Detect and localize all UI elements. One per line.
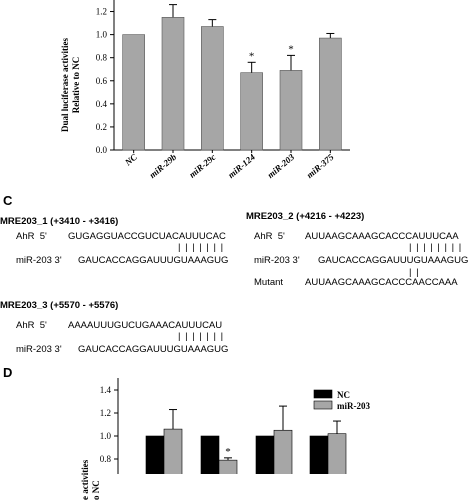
panel-b-category-label: NC bbox=[122, 151, 140, 168]
panel-b-bar bbox=[279, 70, 303, 151]
panel-d-ytick-label: 1.2 bbox=[100, 408, 111, 418]
panel-b-category-label: miR-203 bbox=[265, 152, 296, 181]
site3-row2-label: miR-203 3' bbox=[16, 344, 62, 355]
panel-b-ytick-label: 0.8 bbox=[96, 53, 108, 63]
panel-d-bar bbox=[255, 435, 275, 474]
site1-row1-label: AhR 5' bbox=[16, 231, 47, 242]
panel-d-bar bbox=[309, 435, 329, 474]
panel-b-bar bbox=[319, 37, 342, 151]
panel-d-legend-swatch bbox=[313, 400, 333, 410]
site1-row2-label: miR-203 3' bbox=[16, 255, 62, 266]
site2-row2-label: miR-203 3' bbox=[254, 255, 300, 266]
panel-b-ytick-label: 0.6 bbox=[96, 76, 108, 86]
site2-row3-label: Mutant bbox=[254, 277, 284, 288]
site1-pairing: | | | | | | | bbox=[178, 242, 225, 253]
site2-pairing: | | | | | | | | bbox=[409, 242, 463, 253]
panel-b-bar bbox=[122, 34, 145, 151]
panel-d-legend-label: NC bbox=[337, 390, 350, 400]
panel-d-bar bbox=[163, 428, 183, 474]
panel-c-letter: C bbox=[3, 193, 13, 208]
panel-d-letter: D bbox=[3, 365, 13, 380]
panel-b-significance-star: * bbox=[288, 43, 294, 55]
panel-b-significance-star: * bbox=[249, 50, 255, 62]
panel-b-bar bbox=[240, 72, 263, 151]
panel-d-bar bbox=[200, 435, 220, 474]
panel-b-bar bbox=[161, 17, 185, 151]
panel-b-ytick-label: 1.0 bbox=[96, 30, 108, 40]
panel-d-bar bbox=[327, 433, 347, 474]
site2-title: MRE203_2 (+4216 - +4223) bbox=[246, 211, 365, 222]
panel-d-ytick-label: 1.4 bbox=[100, 385, 112, 395]
panel-b-ytick-label: 1.2 bbox=[96, 7, 107, 17]
site1-row2-seq: GAUCACCAGGAUUUGUAAAGUG bbox=[78, 255, 229, 266]
panel-d-significance-star: * bbox=[225, 446, 231, 458]
site1-title: MRE203_1 (+3410 - +3416) bbox=[0, 216, 119, 227]
panel-b-category-label: miR-29c bbox=[187, 152, 218, 180]
panel-b-category-label: miR-124 bbox=[226, 152, 257, 181]
panel-b-category-label: miR-29b bbox=[147, 152, 178, 181]
panel-b-ytick-label: 0.0 bbox=[96, 145, 108, 155]
site2-row1-seq: AUUAAGCAAAGCACCCAUUUCAA bbox=[305, 231, 459, 242]
panel-b-ytick-label: 0.2 bbox=[96, 122, 107, 132]
panel-b-category-label: miR-375 bbox=[305, 152, 336, 181]
site3-pairing: | | | | | | | bbox=[178, 331, 225, 342]
panel-d-bar bbox=[145, 435, 165, 474]
panel-d-bar bbox=[218, 459, 238, 474]
site3-title: MRE203_3 (+5570 - +5576) bbox=[0, 300, 119, 311]
panel-b-ytick-label: 0.4 bbox=[96, 99, 108, 109]
panel-d-legend-label: miR-203 bbox=[337, 401, 370, 411]
site2-row1-label: AhR 5' bbox=[254, 231, 285, 242]
panel-b-bar bbox=[201, 26, 224, 151]
site3-row2-seq: GAUCACCAGGAUUUGUAAAGUG bbox=[78, 344, 229, 355]
site2-mutant-pairing: | | bbox=[409, 267, 420, 278]
panel-d-legend-swatch bbox=[313, 389, 333, 399]
site2-row3-seq: AUUAAGCAAAGCACCCAACCAAA bbox=[305, 277, 458, 288]
site3-row1-label: AhR 5' bbox=[16, 320, 47, 331]
site3-row1-seq: AAAAUUUGUCUGAAACAUUUCAU bbox=[68, 320, 223, 331]
panel-b-chart: 0.0 0.2 0.4 0.6 0.8 1.0 1.2 NC miR-29b miR-29c * mi… bbox=[96, 0, 350, 181]
panel-d-bar bbox=[273, 429, 293, 474]
site2-row2-seq: GAUCACCAGGAUUUGUAAAGUG bbox=[318, 255, 469, 266]
panel-d-ytick-label: 1.0 bbox=[100, 431, 112, 441]
panel-d-ytick-label: 0.8 bbox=[100, 454, 112, 464]
site1-row1-seq: GUGAGGUACCGUCUACAUUUCAC bbox=[68, 231, 226, 242]
